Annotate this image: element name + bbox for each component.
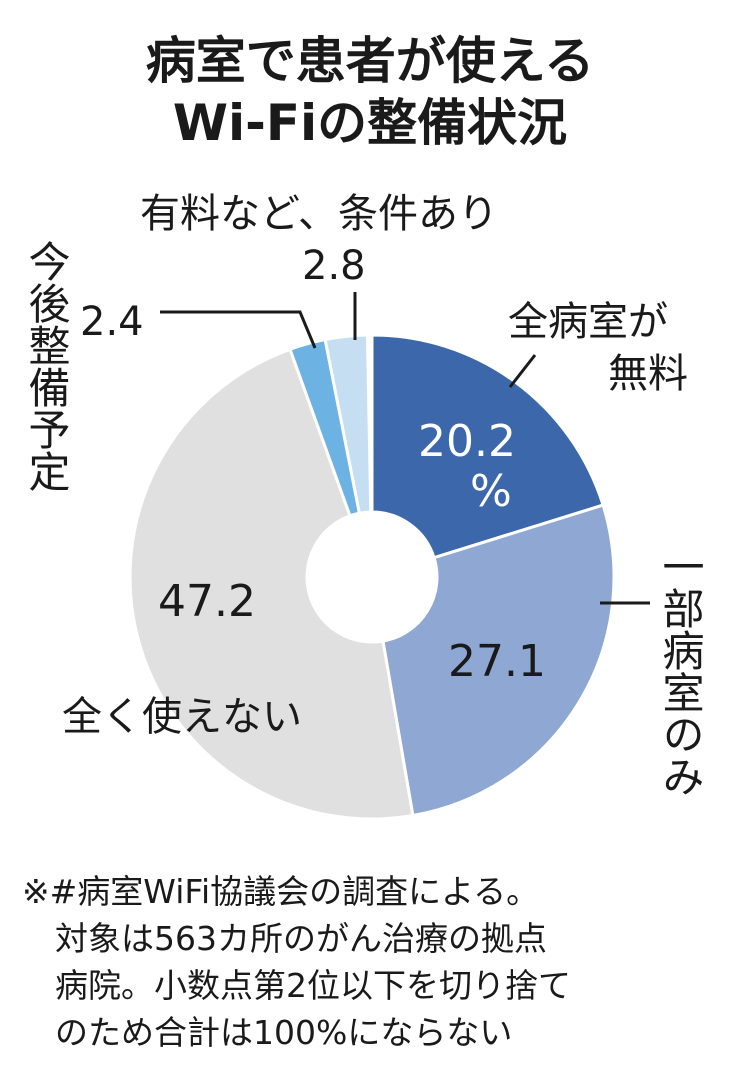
label-none: 全く使えない bbox=[62, 694, 302, 740]
label-all-free-2: 無料 bbox=[608, 351, 688, 397]
label-paid: 有料など、条件あり bbox=[140, 191, 498, 237]
leader-line-2 bbox=[508, 354, 537, 388]
value-planned: 2.4 bbox=[80, 299, 144, 345]
footnote: ※#病室WiFi協議会の調査による。 対象は563カ所のがん治療の拠点 病院。小… bbox=[22, 872, 571, 1052]
slice-1 bbox=[381, 503, 616, 818]
value-none: 47.2 bbox=[158, 576, 256, 627]
slice-0 bbox=[370, 333, 605, 560]
percent-sign: % bbox=[470, 466, 512, 517]
label-some: 一部病室のみ bbox=[656, 545, 705, 797]
value-all-free: 20.2 bbox=[418, 416, 516, 467]
leader-line-1 bbox=[160, 310, 317, 349]
label-planned: 今後整備予定 bbox=[22, 240, 71, 492]
label-all-free-1: 全病室が bbox=[508, 299, 668, 345]
slice-4 bbox=[323, 333, 373, 515]
value-some: 27.1 bbox=[448, 636, 546, 687]
value-paid: 2.8 bbox=[302, 243, 366, 289]
slice-2 bbox=[128, 347, 415, 821]
chart-title: 病室で患者が使える Wi-Fiの整備状況 bbox=[145, 32, 595, 152]
